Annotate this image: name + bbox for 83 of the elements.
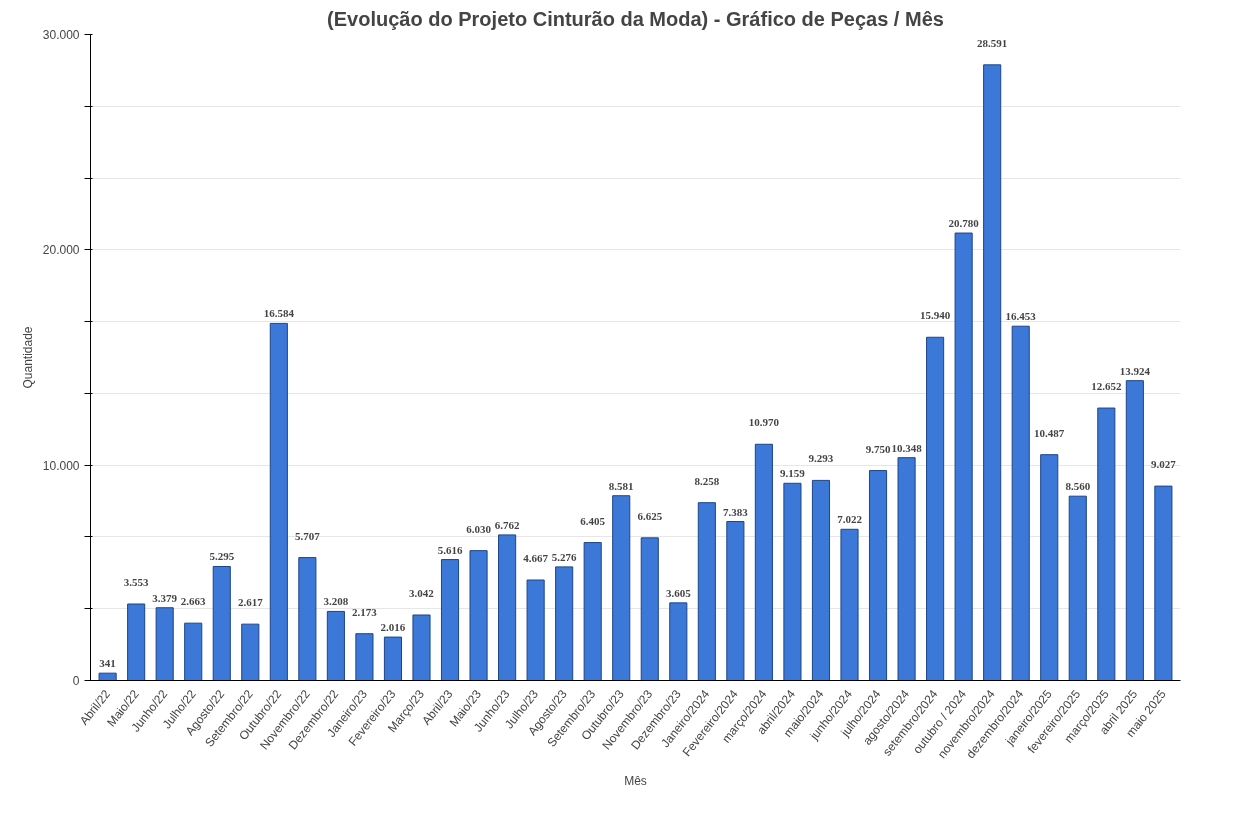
bar [155,607,174,681]
data-label: 6.625 [637,509,663,522]
data-label: 10.487 [1034,426,1065,439]
bar [98,672,117,681]
data-label: 7.383 [722,505,749,518]
chart-title: (Evolução do Projeto Cinturão da Moda) - Gráfico de Peças / Mês [327,7,944,30]
data-label: 3.379 [152,591,178,604]
data-label: 6.030 [466,522,492,535]
bar [811,479,831,681]
data-label: 5.295 [209,550,235,563]
data-label: 4.667 [523,552,549,564]
bar [754,443,773,681]
data-label: 2.016 [380,621,406,634]
data-label: 3.208 [323,595,349,608]
data-label: 6.762 [494,518,520,531]
bar [612,495,631,681]
y-axis-title: Quantidade [20,326,35,389]
data-label: 6.405 [580,514,606,527]
data-label: 13.924 [1119,364,1151,377]
data-label: 2.663 [180,595,207,608]
data-label: 8.258 [694,474,720,487]
y-tick-label: 0 [72,674,80,688]
data-label: 2.617 [237,596,264,609]
data-label: 3.553 [123,575,150,588]
bar [1125,380,1144,681]
bar [412,614,431,681]
data-label: 9.293 [808,452,834,465]
data-label: 28.591 [977,36,1008,49]
bar [184,622,203,681]
bar [269,322,288,681]
bar [897,457,916,681]
y-tick-label: 10.000 [42,458,80,473]
data-label: 8.560 [1065,480,1091,493]
data-label: 10.348 [891,441,923,454]
bar [783,482,802,681]
data-label: 8.581 [608,479,634,492]
bar [583,542,602,681]
bar [926,336,945,681]
data-label: 5.707 [294,529,321,542]
y-tick-label: 30.000 [42,28,80,42]
bar [298,557,317,681]
data-label: 7.022 [837,513,863,526]
bar [326,610,345,681]
bar [526,579,545,681]
bar [954,232,973,681]
data-label: 20.780 [948,217,980,230]
bar [640,537,659,681]
bar [355,633,374,681]
bar [469,550,488,681]
data-label: 5.276 [551,550,578,563]
data-label: 16.453 [1005,310,1037,323]
bar [383,636,403,681]
data-label: 3.042 [409,587,435,599]
data-label: 2.173 [352,605,378,618]
bar [241,623,260,681]
data-label: 3.605 [665,586,692,599]
bar [440,559,460,681]
bar [726,521,745,681]
data-label: 16.584 [263,307,295,320]
y-tick-label: 20.000 [42,243,80,258]
bar [840,528,859,681]
bar [212,565,231,681]
x-axis-title: Mês [624,773,647,788]
bar [555,566,574,681]
data-label: 9.159 [780,467,806,480]
bar [1068,495,1087,681]
bar [669,602,688,681]
bar [498,534,517,681]
data-label: 10.970 [748,416,780,429]
data-label: 9.027 [1151,458,1177,471]
data-label: 9.750 [865,442,891,455]
data-label: 15.940 [919,309,951,322]
bar [127,603,146,681]
bar [1011,325,1030,681]
bar [1097,407,1116,681]
bar [697,502,716,681]
data-label: 5.616 [437,543,463,556]
bar [1154,485,1173,681]
data-label: 12.652 [1091,380,1122,393]
bar [1040,454,1059,681]
data-label: 341 [99,657,116,670]
bar [983,64,1002,681]
bar [868,470,888,681]
